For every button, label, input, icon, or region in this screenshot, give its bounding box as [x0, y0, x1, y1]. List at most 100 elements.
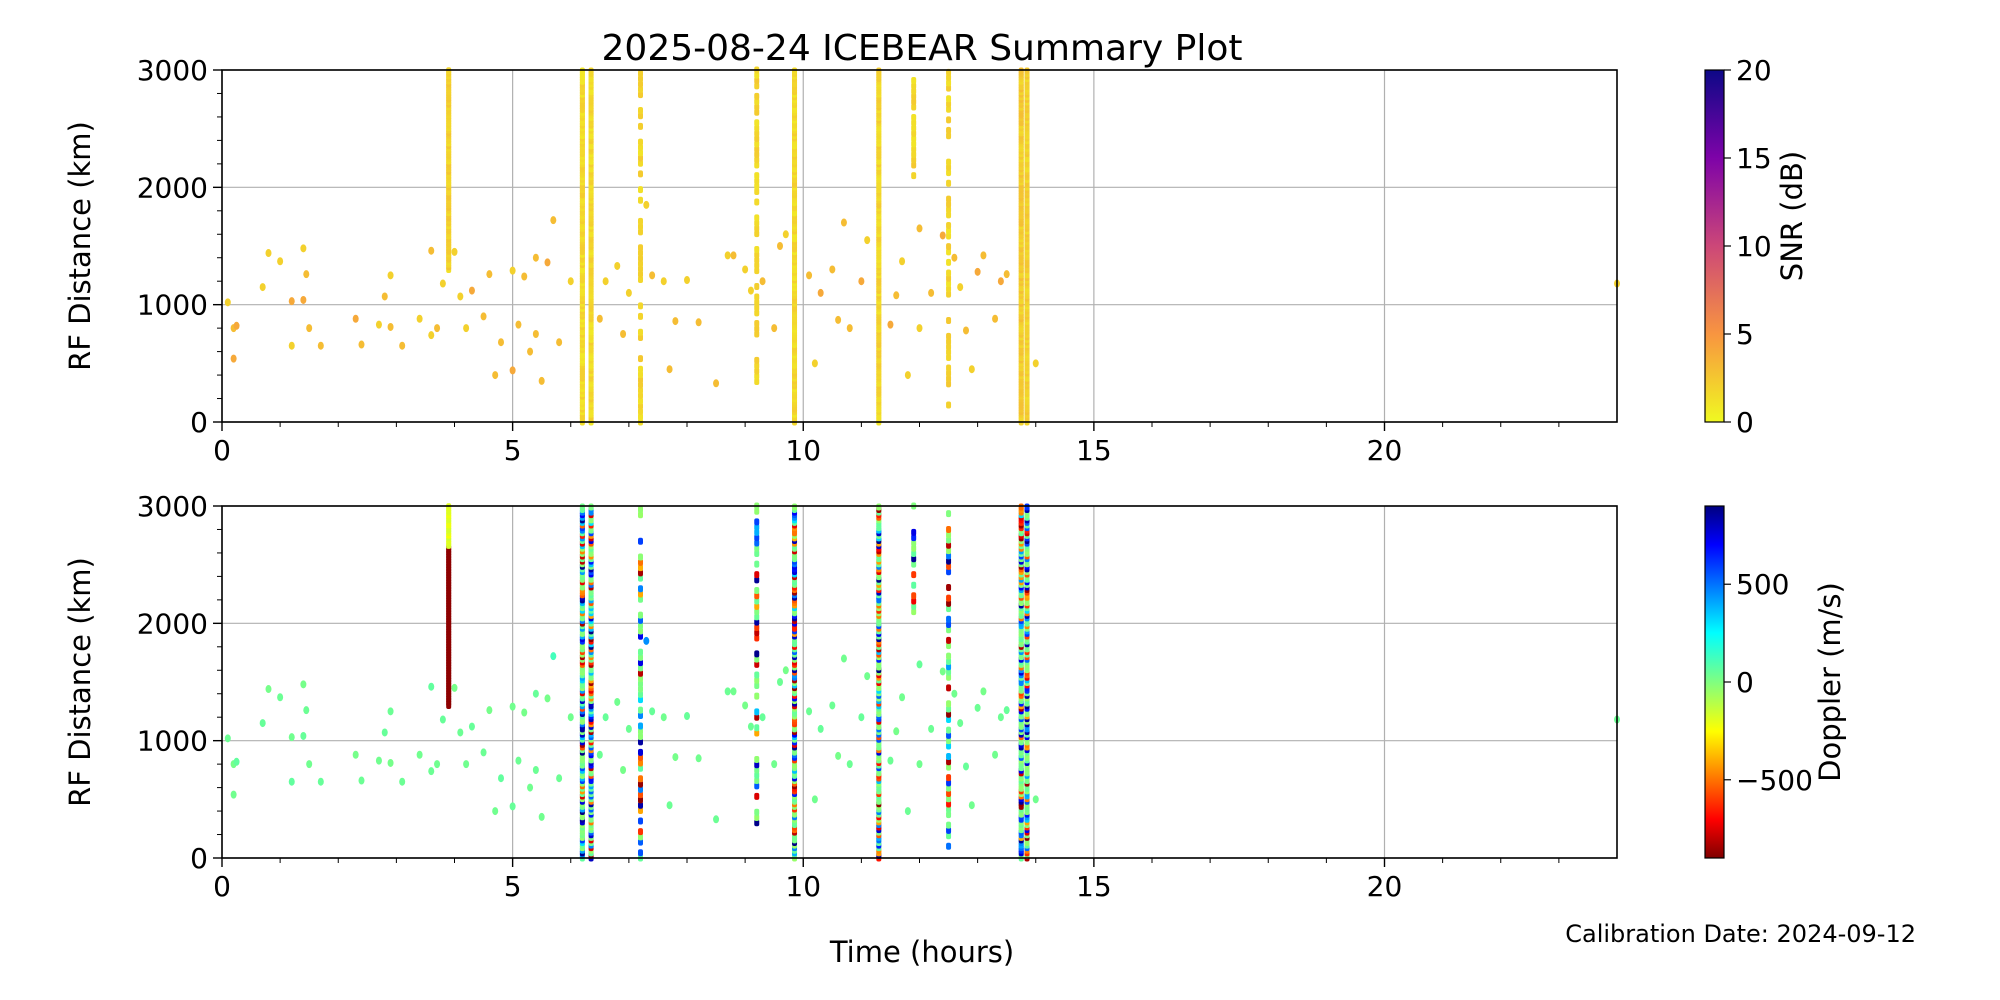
x-tick-label: 10 [785, 434, 821, 467]
data-point [259, 283, 266, 292]
streak-point [754, 713, 760, 721]
x-tick-label: 20 [1367, 434, 1403, 467]
data-point [387, 322, 394, 331]
streak-point [579, 503, 585, 511]
streak-point [638, 186, 643, 194]
streak-point [946, 364, 952, 372]
streak-point [638, 674, 643, 682]
data-point [904, 807, 911, 816]
data-point [660, 277, 667, 286]
streak-point [946, 621, 952, 629]
streak-point [911, 150, 917, 158]
data-point [916, 224, 923, 233]
streak-point [638, 785, 643, 793]
streak-point [946, 789, 952, 797]
streak-point [946, 200, 952, 208]
streak-point [638, 365, 643, 373]
streak-point [754, 782, 760, 790]
streak-point [638, 275, 643, 283]
streak-point [946, 668, 952, 676]
streak-point [754, 367, 760, 375]
streak-point [754, 82, 760, 90]
streak-point [754, 362, 760, 370]
data-point [672, 317, 679, 326]
data-point [974, 267, 981, 276]
data-point [968, 801, 975, 810]
streak-point [754, 309, 760, 317]
streak-point [911, 608, 917, 616]
streak-point [638, 838, 643, 846]
data-point [840, 218, 847, 227]
data-point [602, 713, 609, 722]
data-point [463, 760, 470, 769]
data-point [515, 320, 522, 329]
streak-point [946, 290, 952, 298]
data-point [486, 706, 493, 715]
data-point [916, 324, 923, 333]
streak-point [638, 622, 643, 630]
data-point [288, 341, 295, 350]
streak-point [911, 82, 917, 90]
streak-point [1018, 503, 1024, 511]
streak-point [946, 568, 952, 576]
streak-point [754, 92, 760, 100]
streak-point [946, 274, 952, 282]
y-axis-label: RF Distance (km) [63, 557, 97, 807]
data-point [899, 693, 906, 702]
data-point [451, 247, 458, 256]
data-point [759, 713, 766, 722]
data-point [259, 719, 266, 728]
streak-point [638, 122, 643, 130]
colorbar-tick-label: 500 [1736, 568, 1789, 601]
streak-point [754, 708, 760, 716]
data-point [724, 251, 731, 260]
streak-point [911, 172, 917, 180]
streak-point [638, 397, 643, 405]
streak-point [946, 758, 952, 766]
streak-point [946, 317, 952, 325]
data-point [974, 703, 981, 712]
data-point [556, 338, 563, 347]
streak-point [911, 87, 917, 95]
data-point [527, 347, 534, 356]
streak-point [638, 696, 643, 704]
streak-point [911, 119, 917, 127]
streak-point [946, 594, 952, 602]
data-point [358, 776, 365, 785]
data-point [1032, 795, 1039, 804]
data-point [951, 689, 958, 698]
data-point [550, 216, 557, 225]
streak-point [754, 518, 760, 526]
streak-point [946, 726, 952, 734]
data-point [538, 812, 545, 821]
data-point [532, 766, 539, 774]
x-tick-label: 20 [1367, 870, 1403, 903]
data-point [538, 376, 545, 385]
streak-point [638, 669, 643, 677]
streak-point [911, 555, 917, 563]
streak-point [946, 353, 952, 361]
streak-point [754, 507, 760, 515]
streak-point [638, 806, 643, 814]
data-point [672, 753, 679, 762]
data-point [963, 326, 969, 335]
streak-point [638, 312, 643, 320]
streak-point [754, 602, 760, 610]
data-point [724, 687, 731, 696]
data-point [777, 242, 783, 250]
streak-point [638, 558, 643, 566]
data-point [625, 288, 632, 297]
streak-point [946, 700, 952, 708]
streak-point [946, 269, 952, 277]
streak-point [946, 657, 952, 665]
streak-point [754, 682, 760, 690]
data-point [532, 253, 539, 262]
streak-point [754, 613, 760, 621]
streak-point [754, 576, 760, 584]
data-point [492, 807, 499, 816]
y-tick-label: 0 [190, 406, 208, 439]
streak-point [754, 129, 760, 137]
streak-point [946, 753, 952, 761]
streak-point [754, 629, 760, 637]
data-point [730, 251, 737, 260]
